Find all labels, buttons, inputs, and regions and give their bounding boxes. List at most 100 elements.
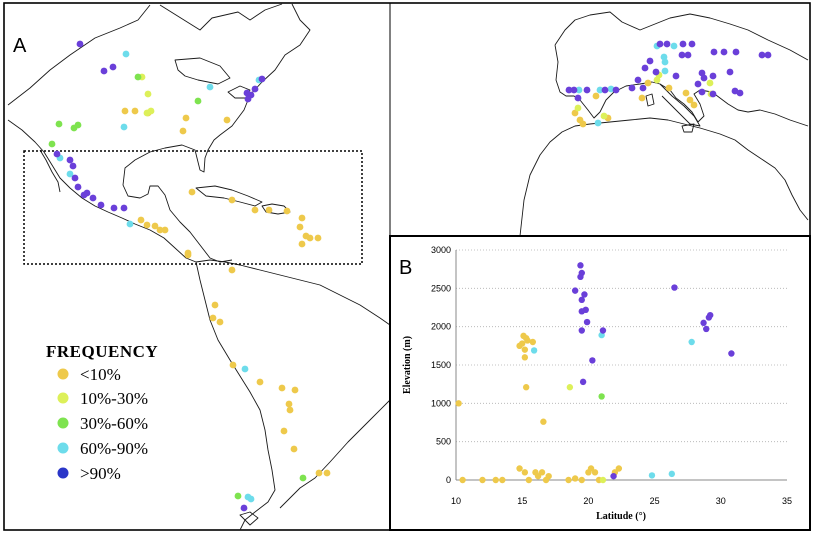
scatter-point	[455, 400, 462, 407]
scatter-point	[583, 318, 591, 326]
x-tick-label: 15	[517, 496, 527, 506]
map-marker	[265, 206, 273, 214]
y-tick-label: 1500	[431, 360, 451, 370]
scatter-point	[538, 469, 546, 476]
scatter-point	[566, 384, 574, 391]
legend-marker-10-30	[57, 392, 69, 404]
map-marker	[706, 79, 714, 87]
map-marker	[216, 318, 224, 326]
map-marker	[228, 266, 236, 274]
cuba	[195, 185, 263, 207]
scatter-point	[671, 284, 678, 291]
scatter-point	[648, 472, 656, 479]
map-marker	[628, 84, 636, 92]
map-marker	[120, 204, 128, 212]
map-marker	[179, 127, 187, 135]
map-marker	[121, 107, 129, 115]
scatter-point	[707, 311, 714, 319]
map-marker	[688, 40, 696, 48]
map-markers	[48, 40, 772, 512]
north-america-outline	[7, 3, 311, 263]
scatter-point	[516, 465, 523, 472]
map-marker	[66, 170, 74, 178]
map-marker	[278, 384, 286, 392]
map-marker	[134, 73, 142, 81]
map-marker	[74, 183, 82, 191]
map-marker	[256, 378, 264, 386]
americas-map	[7, 3, 391, 531]
map-marker	[679, 40, 687, 48]
baja-california	[39, 149, 61, 193]
scatter-point	[579, 378, 587, 386]
map-marker	[188, 188, 196, 196]
y-tick-labels: 0 500 1000 1500 2000 2500 3000	[431, 245, 451, 485]
map-marker	[700, 74, 708, 82]
legend-marker-30-60	[57, 417, 69, 429]
x-tick-label: 20	[583, 496, 593, 506]
map-marker	[291, 386, 299, 394]
scatter-point	[577, 273, 584, 281]
map-marker	[55, 120, 63, 128]
map-marker	[653, 76, 661, 84]
map-marker	[71, 174, 79, 182]
scatter-point	[668, 470, 676, 478]
scatter-point	[521, 346, 529, 353]
map-marker	[644, 79, 652, 87]
map-marker	[53, 150, 61, 158]
map-marker	[656, 40, 664, 48]
sardinia	[645, 93, 655, 107]
map-marker	[600, 112, 608, 120]
scatter-point	[521, 469, 529, 476]
map-marker	[296, 223, 304, 231]
map-marker	[710, 48, 718, 56]
x-tick-label: 25	[650, 496, 660, 506]
y-tick-label: 2500	[431, 283, 451, 293]
map-marker	[241, 365, 249, 373]
map-marker	[709, 72, 717, 80]
legend-marker-gt90	[57, 467, 69, 479]
y-tick-label: 2000	[431, 322, 451, 332]
map-marker	[234, 492, 242, 500]
map-marker	[641, 64, 649, 72]
map-marker	[223, 116, 231, 124]
scatter-point	[578, 476, 585, 484]
scatter-point	[700, 319, 707, 327]
map-marker	[314, 234, 322, 242]
map-marker	[194, 97, 202, 105]
map-marker	[151, 222, 159, 230]
scatter-point	[578, 308, 585, 315]
frequency-legend: FREQUENCY <10% 10%-30% 30%-60% 60%-90% >…	[46, 342, 158, 483]
legend-label-60-90: 60%-90%	[80, 439, 148, 458]
region-highlight-box	[23, 150, 363, 265]
map-marker	[244, 95, 252, 103]
map-marker	[583, 86, 591, 94]
map-marker	[286, 406, 294, 414]
map-marker	[575, 86, 583, 94]
y-tick-label: 3000	[431, 245, 451, 255]
map-marker	[732, 48, 740, 56]
map-marker	[110, 204, 118, 212]
map-marker	[594, 119, 602, 127]
map-marker	[184, 251, 192, 259]
scatter-point	[499, 476, 506, 484]
map-marker	[764, 51, 772, 59]
map-marker	[66, 156, 74, 164]
map-marker	[182, 114, 190, 122]
scatter-point	[525, 476, 533, 484]
scatter-point	[615, 465, 623, 472]
scatter-point	[479, 476, 486, 484]
map-marker	[663, 40, 671, 48]
map-marker	[211, 301, 219, 309]
map-marker	[686, 96, 694, 104]
map-marker	[720, 48, 728, 56]
scatter-point	[571, 475, 579, 482]
map-marker	[299, 474, 307, 482]
scatter-points	[455, 262, 735, 484]
map-marker	[126, 220, 134, 228]
scatter-point	[599, 476, 607, 484]
y-tick-label: 500	[436, 437, 451, 447]
map-marker	[565, 86, 573, 94]
europe-coastline	[554, 11, 809, 127]
legend-marker-60-90	[57, 442, 69, 454]
